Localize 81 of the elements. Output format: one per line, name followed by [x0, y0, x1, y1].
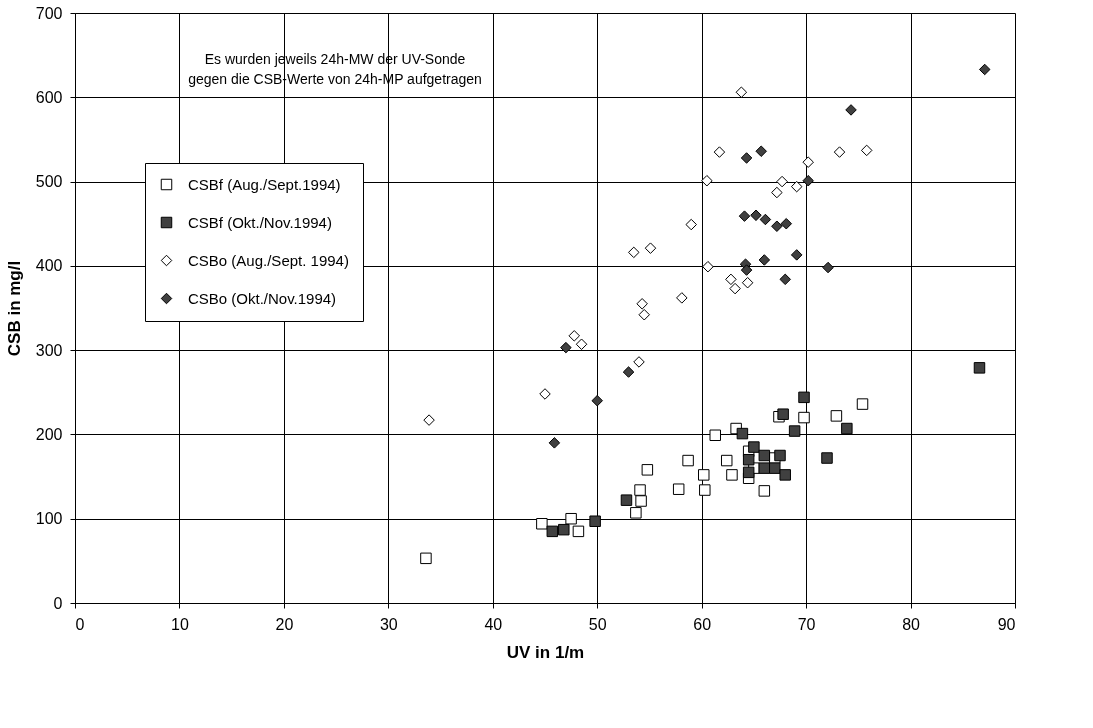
point — [777, 408, 789, 420]
point — [759, 213, 772, 226]
point — [698, 469, 710, 481]
x-tick-label: 80 — [902, 615, 921, 633]
x-tick-label: 90 — [997, 615, 1016, 633]
point — [798, 411, 810, 424]
x-tick-label: 60 — [693, 615, 712, 633]
point — [758, 449, 771, 462]
point — [622, 366, 635, 378]
legend-label: CSBo (Okt./Nov.1994) — [188, 289, 337, 307]
point — [755, 145, 767, 157]
x-tick-label: 20 — [275, 615, 294, 633]
legend-label: CSBf (Okt./Nov.1994) — [188, 213, 332, 231]
point — [641, 464, 654, 476]
point — [845, 104, 857, 116]
y-tick-label: 100 — [35, 510, 63, 528]
point — [748, 441, 760, 453]
point — [771, 220, 783, 232]
point — [736, 427, 749, 440]
point — [634, 484, 646, 496]
x-tick-label: 10 — [171, 615, 189, 633]
point — [788, 425, 801, 437]
point — [672, 483, 685, 495]
point — [699, 484, 711, 496]
point — [978, 63, 991, 76]
x-tick-label: 0 — [75, 615, 85, 633]
point — [572, 525, 585, 538]
point — [536, 518, 548, 530]
point — [830, 410, 843, 422]
point — [420, 552, 432, 565]
y-tick-label: 200 — [35, 425, 63, 443]
point — [740, 264, 753, 276]
y-tick-label: 500 — [35, 173, 63, 191]
point — [630, 507, 642, 519]
x-tick-label: 40 — [484, 615, 503, 633]
point — [750, 209, 762, 222]
point — [558, 523, 570, 536]
point — [790, 249, 803, 261]
y-tick-label: 0 — [53, 594, 63, 612]
point — [779, 469, 791, 481]
point — [798, 391, 810, 404]
point — [726, 469, 738, 481]
point — [742, 453, 755, 466]
point — [620, 494, 633, 506]
point — [546, 525, 559, 538]
point — [682, 454, 694, 467]
point — [758, 485, 771, 497]
point — [758, 462, 771, 474]
point — [589, 515, 601, 527]
x-tick-label: 70 — [797, 615, 816, 633]
point — [822, 261, 834, 274]
point — [856, 398, 869, 410]
legend-label: CSBf (Aug./Sept.1994) — [188, 175, 341, 193]
point — [758, 254, 771, 266]
x-axis-title: UV in 1/m — [506, 642, 585, 662]
y-tick-label: 400 — [35, 257, 63, 275]
x-tick-label: 50 — [588, 615, 607, 633]
point — [802, 174, 814, 187]
y-axis-title: CSB in mg/l — [4, 260, 24, 357]
legend-label: CSBo (Aug./Sept. 1994) — [188, 251, 349, 269]
point — [591, 394, 603, 407]
point — [973, 362, 986, 374]
point — [565, 512, 577, 525]
point — [841, 422, 853, 435]
point — [635, 495, 647, 507]
y-tick-label: 600 — [35, 88, 63, 106]
point — [720, 454, 733, 467]
point — [774, 449, 786, 462]
point — [560, 341, 572, 354]
point — [709, 429, 721, 442]
y-tick-label: 300 — [35, 341, 63, 359]
point — [780, 217, 793, 230]
y-tick-label: 700 — [35, 4, 63, 22]
point — [779, 273, 791, 286]
point — [548, 437, 561, 449]
point — [769, 462, 781, 474]
point — [740, 152, 753, 164]
point — [821, 452, 833, 464]
point — [742, 466, 755, 479]
point — [738, 210, 751, 222]
x-tick-label: 30 — [379, 615, 398, 633]
